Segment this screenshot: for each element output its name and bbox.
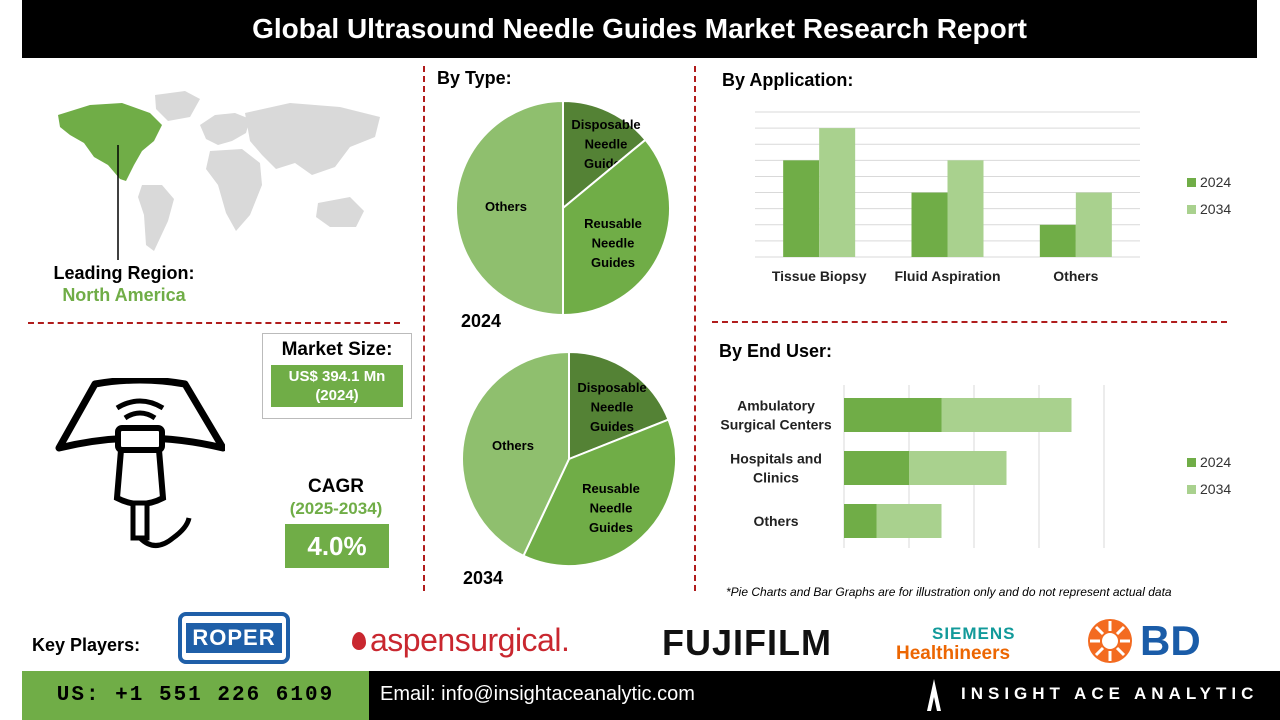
divider-right-h [712,321,1227,323]
roper-logo: ROPER [178,612,290,664]
ultrasound-probe-icon [55,378,225,548]
siemens-healthineers-logo: SIEMENS Healthineers [896,624,1016,664]
bar [876,504,942,538]
market-size-value: US$ 394.1 Mn (2024) [271,365,403,407]
pie-slice [522,418,677,567]
bar [783,160,820,257]
by-type-title: By Type: [437,68,512,88]
legend-label: 2024 [1200,454,1231,470]
leading-region-value: North America [62,285,186,305]
divider-left [423,66,425,591]
pie-slice [455,99,564,317]
legend-swatch [1187,178,1196,187]
market-size-amount: US$ 394.1 Mn [288,368,386,385]
divider-left-h [28,322,400,324]
pie-slice [461,350,570,558]
by-application-title: By Application: [722,70,854,90]
bar [911,192,948,257]
pie-slice-label: Others [485,199,527,214]
legend-label: 2034 [1200,201,1231,217]
report-title: Global Ultrasound Needle Guides Market R… [22,0,1257,58]
aspen-surgical-logo: aspensurgical. [352,622,570,659]
pie-slice-label: Reusable Needle Guides [584,216,642,270]
category-label: Others [753,513,798,529]
pie-2034-title: 2034 [463,568,504,588]
pie-2024-title: 2024 [461,311,502,331]
pie-slice-label: Reusable Needle Guides [582,481,640,535]
bar [844,398,942,432]
bar [844,451,909,485]
world-map [58,91,380,260]
pie-slice-label: Disposable Needle Guides [571,117,640,171]
bar [1039,224,1076,257]
end-user-bar-chart: Ambulatory Surgical Centers Hospitals and C… [720,385,1231,548]
category-label: Hospitals and Clinics [730,451,822,486]
legend-swatch [1187,205,1196,214]
pie-slice [562,99,647,211]
legend-label: 2024 [1200,174,1231,190]
market-size-box: Market Size: US$ 394.1 Mn (2024) [262,333,412,419]
bar [819,128,856,257]
legend-swatch [1187,485,1196,494]
market-size-label: Market Size: [281,339,393,360]
cagr-period: (2025-2034) [289,499,383,518]
leading-region-label: Leading Region: [53,263,195,283]
legend-swatch [1187,458,1196,467]
bar [844,504,877,538]
phone-contact[interactable]: US: +1 551 226 6109 [22,671,369,720]
pie-slice [562,138,671,317]
bar [941,398,1072,432]
divider-right [694,66,696,591]
brand-name: INSIGHT ACE ANALYTIC [961,684,1259,703]
market-size-year: (2024) [315,387,359,404]
insightace-logo-icon [927,679,941,711]
footer-bar: Email: info@insightaceanalytic.com INSIG… [369,671,1280,720]
bar [947,160,984,257]
bar [909,451,1007,485]
category-label: Tissue Biopsy [772,268,867,284]
bd-logo: BD [1086,617,1201,665]
pie-chart-2024: Disposable Needle Guides Reusable Needle Guid… [455,99,671,317]
bd-sun-icon [1088,619,1132,663]
category-label: Fluid Aspiration [894,268,1000,284]
pie-chart-2034: Disposable Needle Guides Reusable Needle Guid… [461,350,677,567]
category-label: Others [1053,268,1098,284]
category-label: Ambulatory Surgical Centers [720,398,831,433]
cagr-value: 4.0% [285,524,389,568]
key-players-label: Key Players: [32,635,141,655]
by-end-user-title: By End User: [719,341,833,361]
bar [1075,192,1112,257]
fujifilm-logo: FUJIFILM [662,622,832,663]
disclaimer: *Pie Charts and Bar Graphs are for illus… [726,585,1172,599]
application-bar-chart: Tissue Biopsy Fluid Aspiration Others 2024 2… [755,111,1231,284]
pie-slice [568,350,670,461]
legend-label: 2034 [1200,481,1231,497]
pie-slice-label: Disposable Needle Guides [577,380,646,434]
email-contact[interactable]: Email: info@insightaceanalytic.com [380,683,695,705]
pie-slice-label: Others [492,438,534,453]
cagr-label: CAGR [308,476,364,497]
aspen-drop-icon [352,631,366,650]
